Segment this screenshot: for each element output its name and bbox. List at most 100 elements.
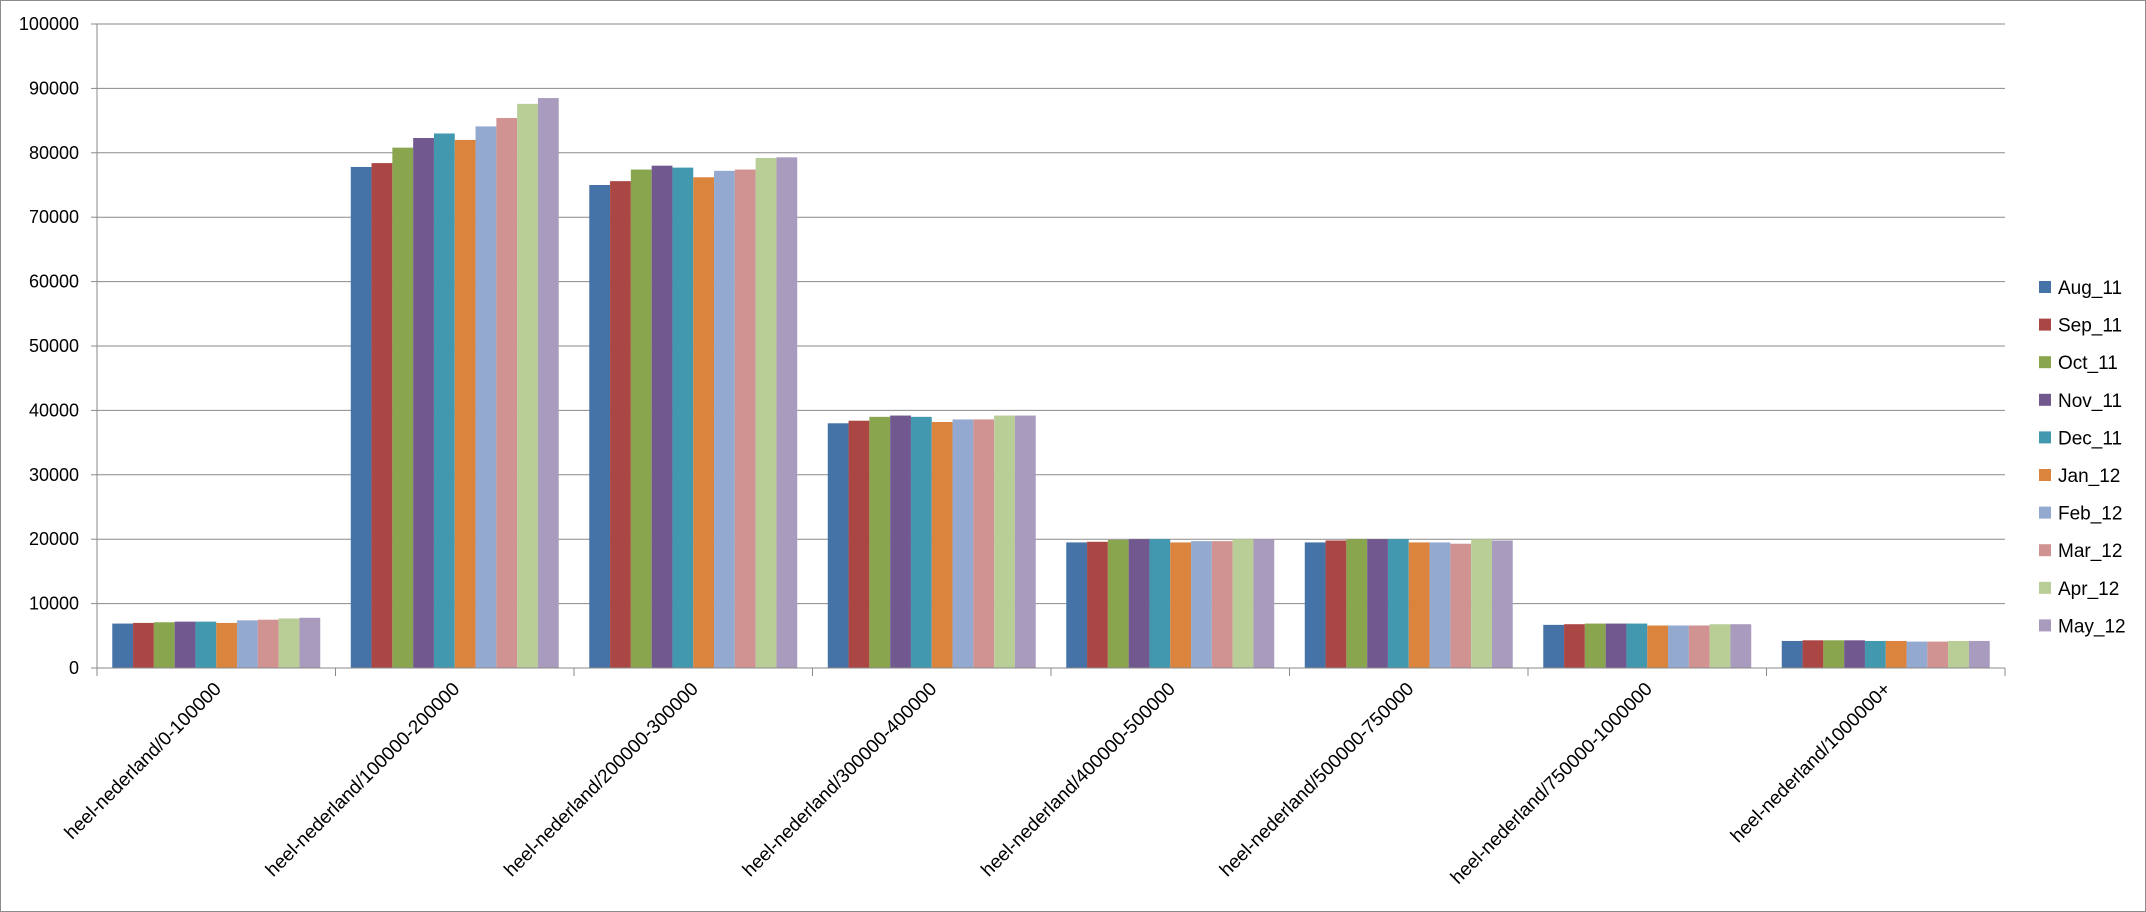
bar-May_12-1	[537, 98, 559, 668]
legend-swatch	[2039, 544, 2051, 557]
legend-item-Sep_11: Sep_11	[2039, 316, 2122, 337]
bar-Dec_11-2	[672, 167, 694, 668]
legend-item-Aug_11: Aug_11	[2039, 278, 2122, 299]
bar-Oct_11-5	[1346, 539, 1368, 668]
bar-Nov_11-7	[1844, 640, 1865, 668]
bar-May_12-7	[1968, 640, 1990, 668]
bar-Nov_11-0	[174, 621, 196, 668]
bar-Oct_11-4	[1107, 539, 1129, 668]
y-tick-label: 70000	[29, 207, 79, 227]
bar-Mar_12-2	[734, 169, 756, 668]
bar-Sep_11-7	[1802, 640, 1824, 668]
bar-May_12-5	[1491, 540, 1513, 668]
legend-label: May_12	[2058, 616, 2126, 637]
legend-swatch	[2039, 393, 2051, 406]
bar-Sep_11-5	[1325, 540, 1347, 668]
bar-Apr_12-3	[994, 415, 1015, 668]
x-axis-tick-labels: heel-nederland/0-100000 heel-nederland/10…	[61, 679, 1895, 889]
bar-Oct_11-1	[392, 147, 414, 668]
legend-item-Jan_12: Jan_12	[2039, 466, 2120, 487]
bars	[112, 98, 1990, 669]
bar-Feb_12-0	[237, 620, 258, 668]
bar-May_12-0	[299, 617, 321, 668]
bar-Apr_12-7	[1948, 640, 1969, 668]
bar-Jan_12-6	[1647, 625, 1669, 668]
bar-Dec_11-7	[1864, 640, 1886, 668]
legend-label: Mar_12	[2058, 541, 2122, 562]
y-tick-label: 0	[69, 658, 79, 678]
x-tick-label: heel-nederland/0-100000	[61, 679, 226, 844]
legend-swatch	[2039, 581, 2051, 594]
legend-label: Dec_11	[2058, 428, 2122, 449]
x-tick-label: heel-nederland/400000-500000	[977, 679, 1179, 881]
legend-label: Sep_11	[2058, 316, 2122, 337]
y-tick-label: 40000	[29, 400, 79, 420]
bar-Nov_11-5	[1367, 539, 1388, 668]
legend-label: Feb_12	[2058, 504, 2122, 525]
bar-Mar_12-0	[257, 619, 279, 668]
bar-Nov_11-4	[1128, 539, 1150, 668]
bar-Oct_11-2	[630, 169, 652, 668]
bar-Mar_12-1	[496, 118, 518, 669]
bar-Mar_12-3	[973, 419, 995, 668]
legend-item-Feb_12: Feb_12	[2039, 504, 2122, 525]
bar-Mar_12-6	[1688, 625, 1710, 668]
legend-label: Aug_11	[2058, 278, 2122, 299]
bar-Aug_11-2	[589, 185, 611, 668]
bar-Dec_11-5	[1387, 539, 1409, 668]
bar-May_12-2	[776, 157, 798, 669]
bar-Aug_11-4	[1066, 542, 1088, 668]
bar-Mar_12-5	[1450, 543, 1472, 668]
y-tick-label: 80000	[29, 143, 79, 163]
bar-Apr_12-6	[1709, 624, 1731, 668]
bar-Apr_12-4	[1232, 539, 1254, 668]
bar-Oct_11-3	[869, 416, 891, 668]
bar-Jan_12-4	[1170, 542, 1192, 668]
y-tick-label: 50000	[29, 336, 79, 356]
bar-Jan_12-3	[931, 421, 953, 668]
y-tick-label: 100000	[19, 14, 79, 34]
legend-item-Apr_12: Apr_12	[2039, 579, 2119, 600]
bar-Sep_11-4	[1087, 541, 1108, 668]
bar-Oct_11-0	[153, 622, 175, 668]
bar-Feb_12-2	[714, 170, 735, 668]
legend-swatch	[2039, 281, 2051, 293]
bar-Apr_12-1	[517, 103, 538, 668]
bar-Nov_11-3	[890, 415, 911, 668]
bar-Mar_12-4	[1211, 541, 1233, 668]
bar-Sep_11-1	[371, 163, 393, 668]
bar-Oct_11-6	[1584, 623, 1606, 668]
bar-Apr_12-2	[755, 157, 777, 668]
bar-Nov_11-6	[1605, 623, 1627, 668]
legend-swatch	[2039, 431, 2051, 444]
x-tick-label: heel-nederland/100000-200000	[262, 679, 464, 881]
bar-Feb_12-4	[1191, 541, 1212, 668]
x-tick-label: heel-nederland/1000000+	[1727, 679, 1895, 847]
legend-item-May_12: May_12	[2039, 616, 2126, 637]
bar-Aug_11-6	[1543, 624, 1565, 668]
y-tick-label: 10000	[29, 594, 79, 614]
bar-Dec_11-3	[910, 416, 932, 668]
bar-Feb_12-5	[1429, 542, 1451, 668]
bar-Aug_11-0	[112, 623, 134, 668]
bar-Feb_12-3	[952, 419, 974, 668]
bar-Jan_12-7	[1885, 640, 1907, 668]
bar-Apr_12-5	[1471, 539, 1492, 668]
bar-Sep_11-2	[610, 181, 631, 669]
legend: Aug_11 Sep_11 Oct_11 Nov_11 Dec_11 Jan_12 Feb_…	[2039, 278, 2126, 637]
legend-swatch	[2039, 318, 2051, 331]
bar-Jan_12-1	[454, 139, 476, 669]
y-tick-label: 30000	[29, 465, 79, 485]
bar-Aug_11-3	[827, 423, 849, 668]
legend-swatch	[2039, 506, 2051, 519]
y-tick-label: 90000	[29, 78, 79, 98]
bar-Dec_11-6	[1626, 623, 1648, 668]
y-tick-label: 20000	[29, 529, 79, 549]
bar-Dec_11-0	[195, 621, 217, 668]
legend-label: Apr_12	[2058, 579, 2119, 600]
bar-May_12-3	[1014, 415, 1036, 668]
bar-Aug_11-1	[350, 166, 372, 668]
bar-Jan_12-0	[216, 622, 238, 668]
